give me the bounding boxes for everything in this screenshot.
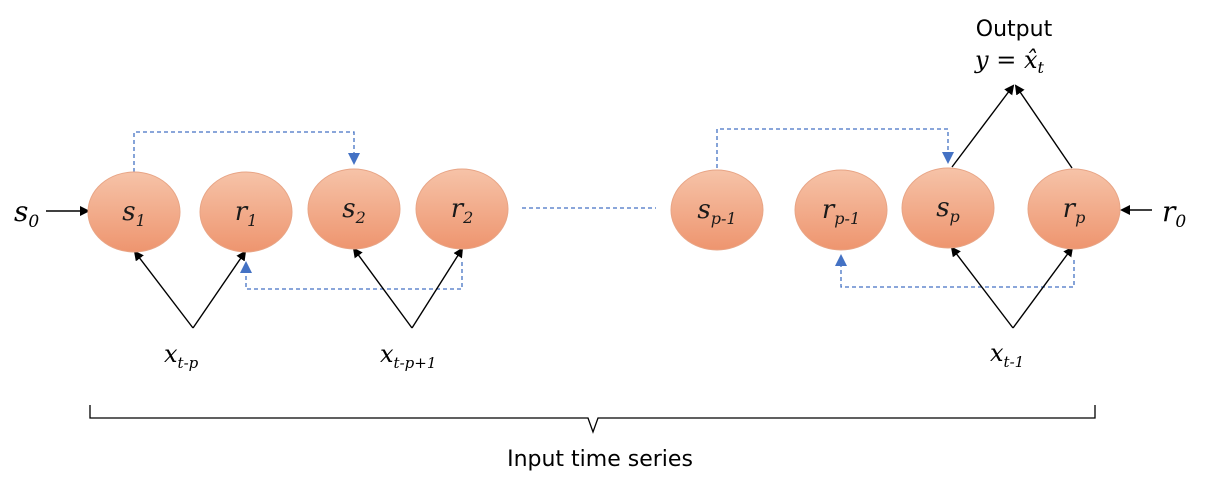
node-s2-label: s2 (342, 194, 366, 227)
node-sp-label: sp (936, 193, 960, 226)
arrow-xtp1-to-s2 (352, 247, 413, 329)
link-r2-to-r1 (240, 261, 463, 290)
node-sp: sp (901, 167, 995, 249)
arrow-xtp-to-s1 (133, 250, 194, 329)
link-rp-to-rp1 (835, 254, 1075, 288)
node-r2: r2 (415, 168, 509, 250)
node-r2-label: r2 (451, 194, 474, 227)
arrow-rp-to-output (1014, 84, 1073, 169)
node-s2-circle (307, 168, 401, 250)
node-sp-circle (901, 167, 995, 249)
arrow-sp-to-output (951, 84, 1015, 168)
node-rp-minus-1: rp-1 (794, 169, 888, 251)
input-caption: Input time series (507, 447, 693, 472)
node-r1-label: r1 (235, 197, 258, 230)
node-rp: rp (1027, 168, 1121, 250)
node-sp-minus-1-circle (670, 169, 764, 251)
input-s0-label: s0 (14, 195, 39, 232)
dashed-links (133, 128, 1075, 290)
node-s2: s2 (307, 168, 401, 250)
link-sp1-to-sp (716, 128, 954, 168)
output-equation: y = x̂t (974, 46, 1044, 77)
solid-arrows (46, 84, 1152, 329)
input-r0-label: r0 (1162, 195, 1186, 232)
node-s1: s1 (87, 171, 181, 253)
arrow-xtp1-to-r2 (411, 247, 464, 329)
node-r2-circle (415, 168, 509, 250)
nodes-group: s1 r1 s2 r2 sp-1 rp-1 sp rp (87, 167, 1121, 253)
link-s1-to-s2 (133, 131, 360, 172)
node-s1-circle (87, 171, 181, 253)
arrow-xtp-to-r1 (192, 250, 247, 329)
input-brace (89, 405, 1096, 434)
node-sp-minus-1-label: sp-1 (697, 195, 736, 228)
node-r1: r1 (199, 171, 293, 253)
series-input-label-2: xt-p+1 (380, 340, 436, 372)
node-rp-minus-1-circle (794, 169, 888, 251)
node-rp-label: rp (1063, 194, 1086, 227)
node-r1-circle (199, 171, 293, 253)
node-s1-label: s1 (122, 197, 146, 230)
arrow-xt1-to-sp (950, 246, 1014, 329)
series-input-label-3: xt-1 (990, 339, 1024, 371)
node-sp-minus-1: sp-1 (670, 169, 764, 251)
arrow-xt1-to-rp (1012, 246, 1074, 329)
series-input-label-1: xt-p (164, 340, 199, 372)
node-rp-circle (1027, 168, 1121, 250)
node-rp-minus-1-label: rp-1 (822, 195, 860, 228)
output-title: Output (976, 17, 1053, 42)
